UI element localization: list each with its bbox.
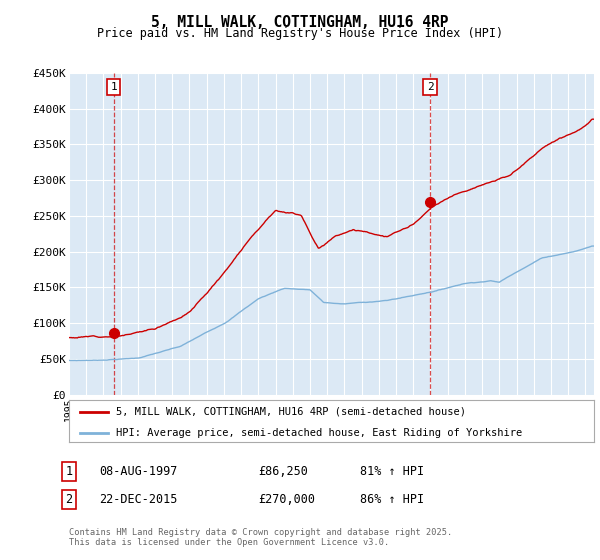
Text: 22-DEC-2015: 22-DEC-2015 [99, 493, 178, 506]
Text: Price paid vs. HM Land Registry's House Price Index (HPI): Price paid vs. HM Land Registry's House … [97, 27, 503, 40]
Text: 1: 1 [110, 82, 117, 92]
Text: 81% ↑ HPI: 81% ↑ HPI [360, 465, 424, 478]
Text: 5, MILL WALK, COTTINGHAM, HU16 4RP (semi-detached house): 5, MILL WALK, COTTINGHAM, HU16 4RP (semi… [116, 407, 466, 417]
Text: 2: 2 [65, 493, 73, 506]
Text: 5, MILL WALK, COTTINGHAM, HU16 4RP: 5, MILL WALK, COTTINGHAM, HU16 4RP [151, 15, 449, 30]
Text: HPI: Average price, semi-detached house, East Riding of Yorkshire: HPI: Average price, semi-detached house,… [116, 428, 523, 438]
Text: 86% ↑ HPI: 86% ↑ HPI [360, 493, 424, 506]
Text: £270,000: £270,000 [258, 493, 315, 506]
Text: £86,250: £86,250 [258, 465, 308, 478]
Text: 1: 1 [65, 465, 73, 478]
Text: 08-AUG-1997: 08-AUG-1997 [99, 465, 178, 478]
Text: Contains HM Land Registry data © Crown copyright and database right 2025.
This d: Contains HM Land Registry data © Crown c… [69, 528, 452, 547]
Text: 2: 2 [427, 82, 434, 92]
